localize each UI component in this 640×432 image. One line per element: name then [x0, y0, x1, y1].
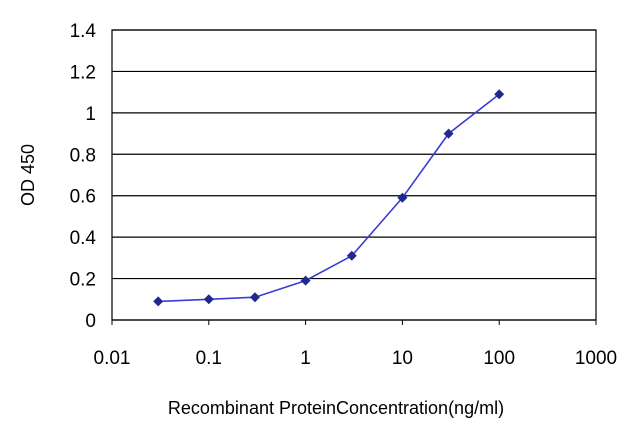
grid-layer — [112, 29, 596, 321]
y-tick-labels: 0 0.2 0.4 0.6 0.8 1 1.2 1.4 — [70, 21, 97, 332]
x-tick-label: 1 — [300, 348, 311, 369]
x-tick-labels: 0.01 0.1 1 10 100 1000 — [94, 320, 617, 369]
data-point-marker — [346, 250, 357, 261]
y-tick-label: 1.4 — [70, 21, 97, 42]
y-tick-label: 0 — [85, 311, 96, 332]
x-tick-label: 0.01 — [94, 348, 131, 369]
x-tick-label: 10 — [392, 348, 413, 369]
x-tick-label: 1000 — [575, 348, 617, 369]
data-point-marker — [249, 292, 260, 303]
y-tick-label: 0.6 — [70, 187, 96, 208]
x-axis-label: Recombinant ProteinConcentration(ng/ml) — [168, 398, 504, 418]
data-point-marker — [203, 294, 214, 305]
data-point-marker — [494, 89, 505, 100]
y-tick-label: 0.4 — [70, 228, 97, 249]
data-point-marker — [153, 296, 164, 307]
y-tick-label: 1 — [85, 104, 96, 125]
plot-frame — [111, 29, 597, 321]
y-axis-label: OD 450 — [18, 144, 38, 206]
y-tick-label: 1.2 — [70, 62, 96, 83]
data-point-marker — [300, 275, 311, 286]
x-tick-label: 100 — [483, 348, 515, 369]
x-tick-label: 0.1 — [196, 348, 222, 369]
series-line — [158, 93, 500, 303]
series-layer — [153, 89, 505, 307]
y-tick-label: 0.2 — [70, 270, 96, 291]
data-point-marker — [443, 128, 454, 139]
data-point-marker — [397, 192, 408, 203]
y-tick-label: 0.8 — [70, 145, 96, 166]
